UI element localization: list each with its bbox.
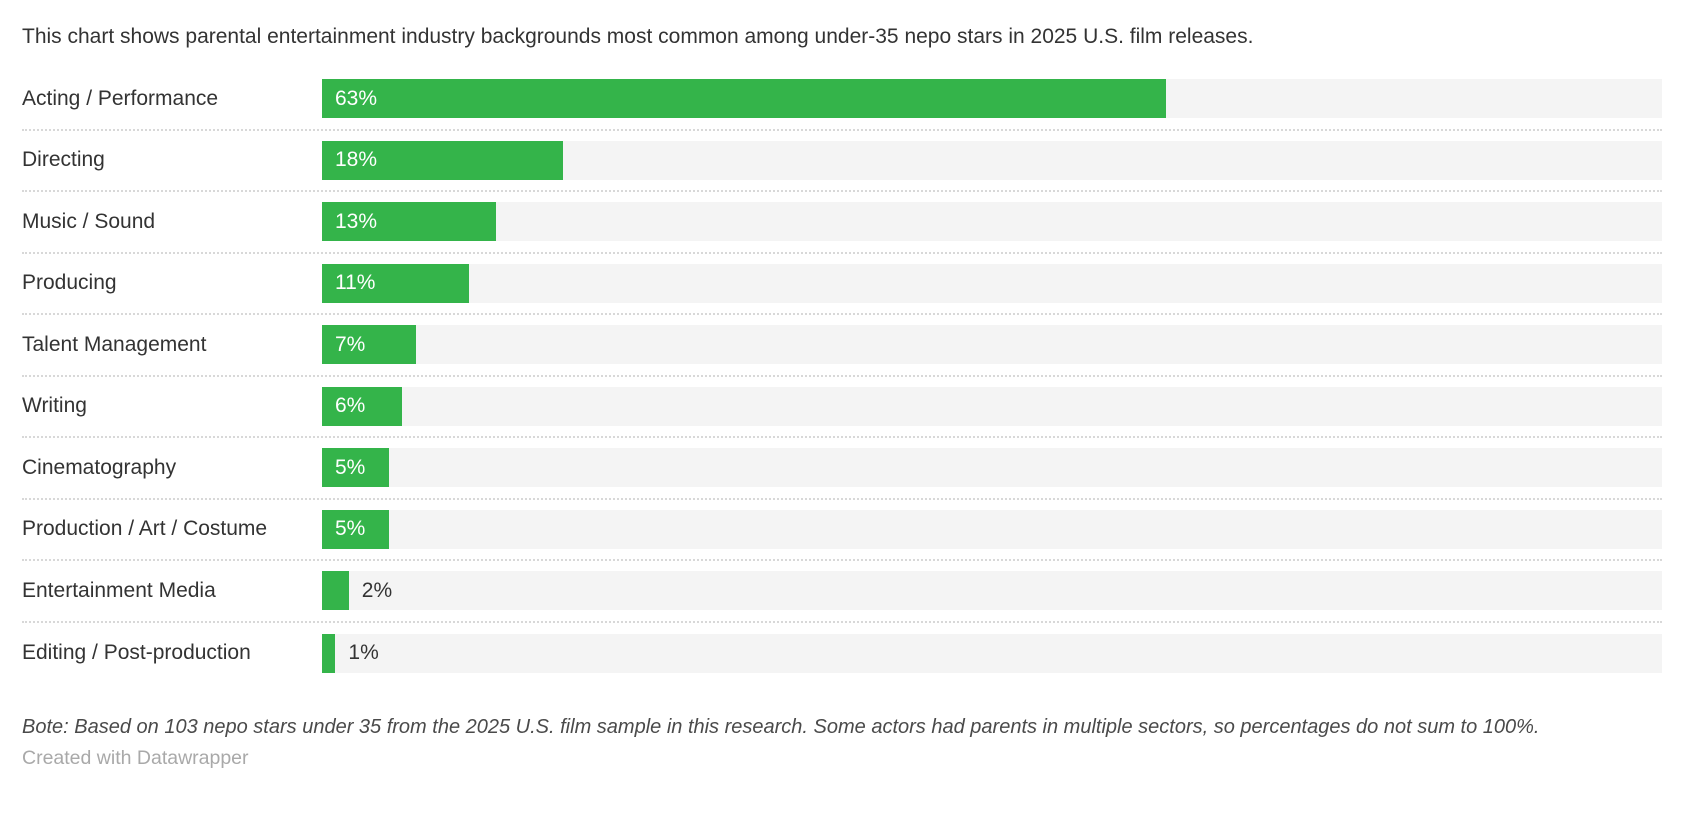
- bar-fill: 5%: [322, 448, 389, 488]
- bar-track: 11%: [322, 263, 1662, 303]
- table-row: Talent Management 7%: [22, 315, 1662, 377]
- bar-fill: 18%: [322, 140, 564, 180]
- chart-note: Bote: Based on 103 nepo stars under 35 f…: [22, 716, 1540, 739]
- bar-value-label: 5%: [335, 517, 366, 541]
- category-label: Production / Art / Costume: [22, 517, 268, 541]
- chart-title: This chart shows parental entertainment …: [22, 25, 1254, 48]
- bar-track: 2%: [322, 571, 1662, 611]
- bar-value-label: 6%: [335, 394, 366, 418]
- bar-value-label: 11%: [335, 271, 376, 295]
- bar-value-label: 5%: [335, 455, 366, 479]
- bar-fill: 63%: [322, 79, 1167, 119]
- bar-track: 1%: [322, 633, 1662, 673]
- table-row: Producing 11%: [22, 254, 1662, 316]
- table-row: Directing 18%: [22, 131, 1662, 193]
- table-row: Acting / Performance 63%: [22, 69, 1662, 131]
- bar-value-label: 18%: [335, 148, 378, 172]
- category-label: Producing: [22, 271, 117, 295]
- bar-track: 13%: [322, 202, 1662, 242]
- table-row: Music / Sound 13%: [22, 192, 1662, 254]
- table-row: Production / Art / Costume 5%: [22, 500, 1662, 562]
- bar-track: 5%: [322, 509, 1662, 549]
- bar-track: 18%: [322, 140, 1662, 180]
- table-row: Entertainment Media 2%: [22, 561, 1662, 623]
- bar-value-label: 63%: [335, 86, 378, 110]
- category-label: Writing: [22, 394, 87, 418]
- table-row: Cinematography 5%: [22, 438, 1662, 500]
- bar-fill: 13%: [322, 202, 497, 242]
- bar-fill: 7%: [322, 325, 416, 365]
- bar-track: 63%: [322, 79, 1662, 119]
- category-label: Editing / Post-production: [22, 641, 251, 665]
- bar-fill: [322, 571, 349, 611]
- bar-track: 5%: [322, 448, 1662, 488]
- bar-fill: 6%: [322, 386, 403, 426]
- category-label: Acting / Performance: [22, 86, 219, 110]
- datawrapper-attribution-link[interactable]: Created with Datawrapper: [22, 747, 249, 770]
- category-label: Talent Management: [22, 332, 207, 356]
- bar-value-label: 2%: [361, 578, 393, 602]
- category-label: Music / Sound: [22, 209, 156, 233]
- bar-value-label: 1%: [348, 641, 379, 665]
- bar-track: 7%: [322, 325, 1662, 365]
- bar-value-label: 13%: [335, 209, 378, 233]
- bar-fill: 11%: [322, 263, 470, 303]
- bar-chart: Acting / Performance 63% Directing 18% Music…: [22, 69, 1662, 684]
- category-label: Cinematography: [22, 455, 177, 479]
- bar-fill: 5%: [322, 509, 389, 549]
- bar-fill: [322, 633, 336, 673]
- table-row: Editing / Post-production 1%: [22, 623, 1662, 685]
- bar-track: 6%: [322, 386, 1662, 426]
- table-row: Writing 6%: [22, 377, 1662, 439]
- bar-value-label: 7%: [335, 332, 366, 356]
- category-label: Directing: [22, 148, 105, 172]
- category-label: Entertainment Media: [22, 578, 216, 602]
